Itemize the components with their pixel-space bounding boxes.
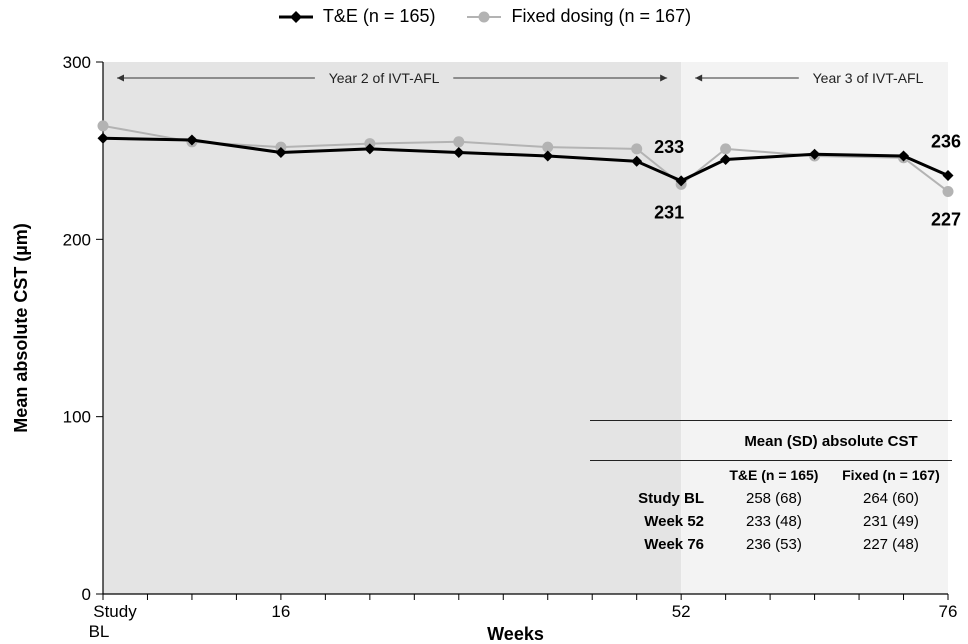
row-label: Week 76	[644, 536, 704, 553]
series-line-fixed	[102, 124, 949, 193]
te-point	[542, 150, 554, 162]
table-top-rule	[590, 420, 952, 421]
y-axis-title: Mean absolute CST (µm)	[11, 223, 31, 432]
te-point	[809, 148, 821, 160]
y-tick-label: 0	[82, 585, 91, 604]
x-axis-title: Weeks	[487, 624, 544, 644]
stats-table: T&E (n = 165) Fixed (n = 167) Study BL 2…	[590, 461, 952, 556]
region-2-label: Year 3 of IVT-AFL	[813, 70, 924, 86]
te-point	[675, 175, 687, 187]
cell-te: 233 (48)	[745, 513, 802, 530]
x-tick-label-line: Study	[93, 602, 137, 621]
legend-te-swatch-icon	[278, 10, 313, 23]
te-point	[942, 169, 954, 181]
te-point	[453, 146, 465, 158]
fixed-point	[453, 136, 465, 148]
cell-fixed: 264 (60)	[862, 490, 919, 507]
y-tick-label: 100	[63, 408, 91, 427]
row-label: Week 52	[644, 513, 704, 530]
x-tick-label: 16	[271, 602, 290, 621]
data-label: 233	[654, 137, 684, 157]
te-point	[186, 134, 198, 146]
legend-item-fixed: Fixed dosing (n = 167)	[465, 6, 691, 27]
fixed-point	[542, 141, 554, 153]
cell-te: 236 (53)	[745, 536, 802, 553]
x-tick-label: 76	[939, 602, 958, 621]
summary-table: Mean (SD) absolute CST T&E (n = 165) Fix…	[590, 420, 952, 556]
chart-series	[97, 120, 954, 197]
x-tick-label-line: BL	[89, 622, 110, 641]
x-tick-label: 52	[672, 602, 691, 621]
fixed-point	[97, 120, 109, 132]
chart-labels: 233 231 236 227	[654, 131, 961, 229]
te-point	[97, 132, 109, 144]
region-2-arrowhead-left	[695, 74, 703, 82]
table-title: Mean (SD) absolute CST	[744, 433, 918, 450]
fixed-point	[720, 143, 732, 155]
fixed-point	[942, 185, 954, 197]
cell-fixed: 231 (49)	[862, 513, 919, 530]
y-tick-label: 300	[63, 53, 91, 72]
data-label: 236	[931, 131, 961, 151]
y-tick-label: 200	[63, 230, 91, 249]
te-point	[364, 143, 376, 155]
series-line-te	[102, 136, 949, 183]
chart-axes: 0 100 200 300 Study BL 16 52 76 Weeks Mean absolut…	[11, 53, 957, 644]
region-1-arrowhead-right	[660, 74, 668, 82]
region-1-label: Year 2 of IVT-AFL	[329, 70, 440, 86]
table-header-fixed: Fixed (n = 167)	[842, 467, 940, 483]
te-point	[631, 155, 643, 167]
table-row: Study BL 258 (68) 264 (60)	[590, 487, 952, 510]
cell-te: 258 (68)	[745, 490, 802, 507]
te-point	[720, 154, 732, 166]
region-1-arrowhead-left	[117, 74, 124, 82]
cell-fixed: 227 (48)	[862, 536, 919, 553]
data-label: 227	[931, 209, 961, 229]
x-tick-label: Study BL	[89, 602, 138, 641]
data-label: 231	[654, 202, 684, 222]
table-mid-rule	[590, 460, 952, 461]
table-header-blank	[590, 461, 718, 487]
legend-item-te: T&E (n = 165)	[277, 6, 436, 27]
te-point	[275, 146, 287, 158]
legend-fixed-swatch-icon	[467, 11, 502, 22]
legend-te-label: T&E (n = 165)	[322, 6, 436, 26]
chart-legend: T&E (n = 165) Fixed dosing (n = 167)	[0, 6, 968, 27]
row-label: Study BL	[638, 490, 704, 507]
table-header-row: T&E (n = 165) Fixed (n = 167)	[590, 461, 952, 487]
te-point	[898, 150, 910, 162]
table-header-te: T&E (n = 165)	[729, 467, 819, 483]
table-row: Week 52 233 (48) 231 (49)	[590, 510, 952, 533]
fixed-point	[631, 143, 643, 155]
table-row: Week 76 236 (53) 227 (48)	[590, 533, 952, 556]
legend-fixed-label: Fixed dosing (n = 167)	[511, 6, 692, 26]
